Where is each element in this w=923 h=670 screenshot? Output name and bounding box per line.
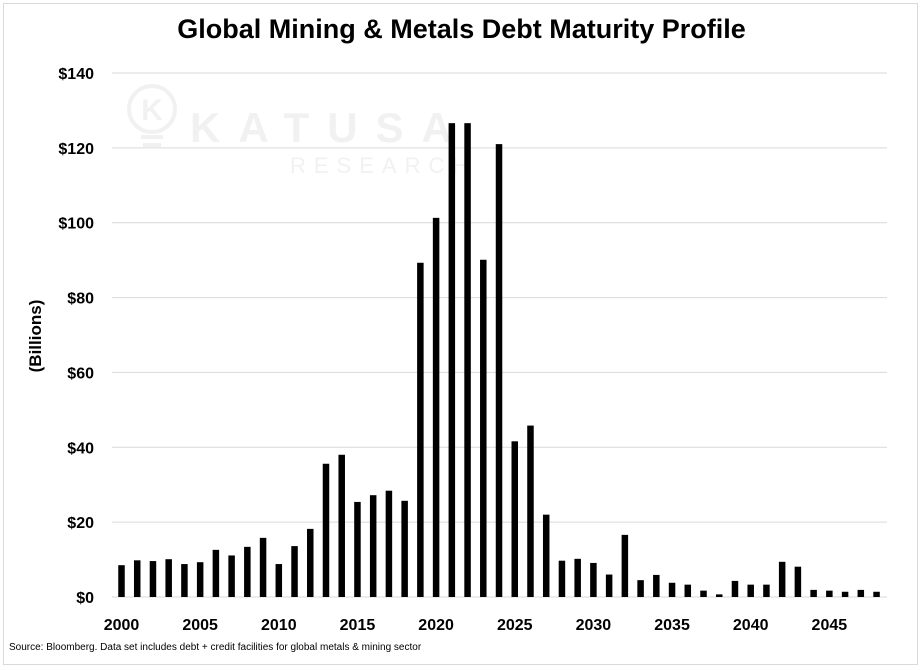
bar-2047 [857,589,865,597]
bar-2037 [700,590,707,597]
watermark-brand: KATUSA [190,104,470,151]
bar-2017 [385,490,393,597]
y-tick-label: $60 [67,365,94,382]
watermark-sub: RESEARCH [290,153,476,178]
x-tick-label: 2040 [733,617,769,634]
bar-2045 [826,590,833,597]
bar-2041 [763,584,770,597]
y-tick-label: $120 [58,141,94,158]
y-tick-label: $40 [67,440,94,457]
bar-2010 [275,564,283,597]
bar-2046 [841,591,849,597]
bar-2015 [354,501,361,597]
bar-2028 [558,560,566,597]
bar-2022 [464,123,471,597]
bar-2005 [196,562,204,597]
lightbulb-icon [127,84,177,134]
y-tick-label: $100 [58,216,94,233]
chart-title: Global Mining & Metals Debt Maturity Pro… [177,14,746,44]
bar-2026 [527,425,534,597]
bar-2040 [747,584,754,597]
bar-2044 [810,589,817,597]
bar-2036 [684,584,692,597]
bulb-base-line [141,135,163,139]
bar-2024 [495,144,503,597]
x-tick-label: 2030 [576,617,612,634]
bar-2004 [181,564,188,597]
chart-frame [3,3,918,665]
katusa-watermark-logo: K KATUSA RESEARCH [127,84,476,178]
bar-2023 [480,259,487,597]
bar-2003 [165,559,172,597]
x-tick-label: 2020 [418,617,454,634]
bar-2033 [637,580,644,597]
bar-2031 [605,574,613,597]
bar-2018 [401,500,408,597]
bar-2008 [244,546,251,597]
x-tick-label: 2005 [182,617,218,634]
bar-2007 [228,555,235,597]
x-tick-label: 2025 [497,617,533,634]
bar-2006 [212,549,220,597]
bar-2001 [133,560,141,597]
y-tick-label: $0 [76,590,94,607]
x-tick-label: 2000 [104,617,140,634]
bar-2020 [432,217,440,597]
bar-2030 [590,562,597,597]
bar-2011 [291,546,298,597]
bar-2012 [307,528,314,597]
x-tick-label: 2010 [261,617,297,634]
bar-2021 [448,123,456,597]
bar-2048 [873,591,880,597]
bar-2002 [149,561,157,597]
x-tick-label: 2035 [654,617,690,634]
bar-2025 [511,441,518,597]
bar-2019 [417,262,424,597]
bar-2034 [653,574,660,597]
bar-2000 [118,565,125,597]
y-tick-label: $140 [58,66,94,83]
bar-2032 [621,534,629,597]
source-note: Source: Bloomberg. Data set includes deb… [9,642,422,653]
bar-2013 [322,463,330,597]
x-tick-label: 2015 [340,617,376,634]
bar-2029 [574,558,581,597]
bar-2016 [369,495,377,597]
bar-2009 [259,537,267,597]
x-tick-label: 2045 [812,617,848,634]
bar-2035 [668,582,676,597]
watermark-k-glyph: K [141,94,163,127]
bar-2014 [338,454,345,597]
bar-2027 [542,514,550,597]
bar-2042 [778,561,786,597]
y-tick-label: $80 [67,291,94,308]
y-tick-label: $20 [67,515,94,532]
bar-2039 [731,580,739,597]
bar-2043 [794,566,802,597]
bulb-base-line [143,143,161,147]
bar-2038 [715,594,723,597]
